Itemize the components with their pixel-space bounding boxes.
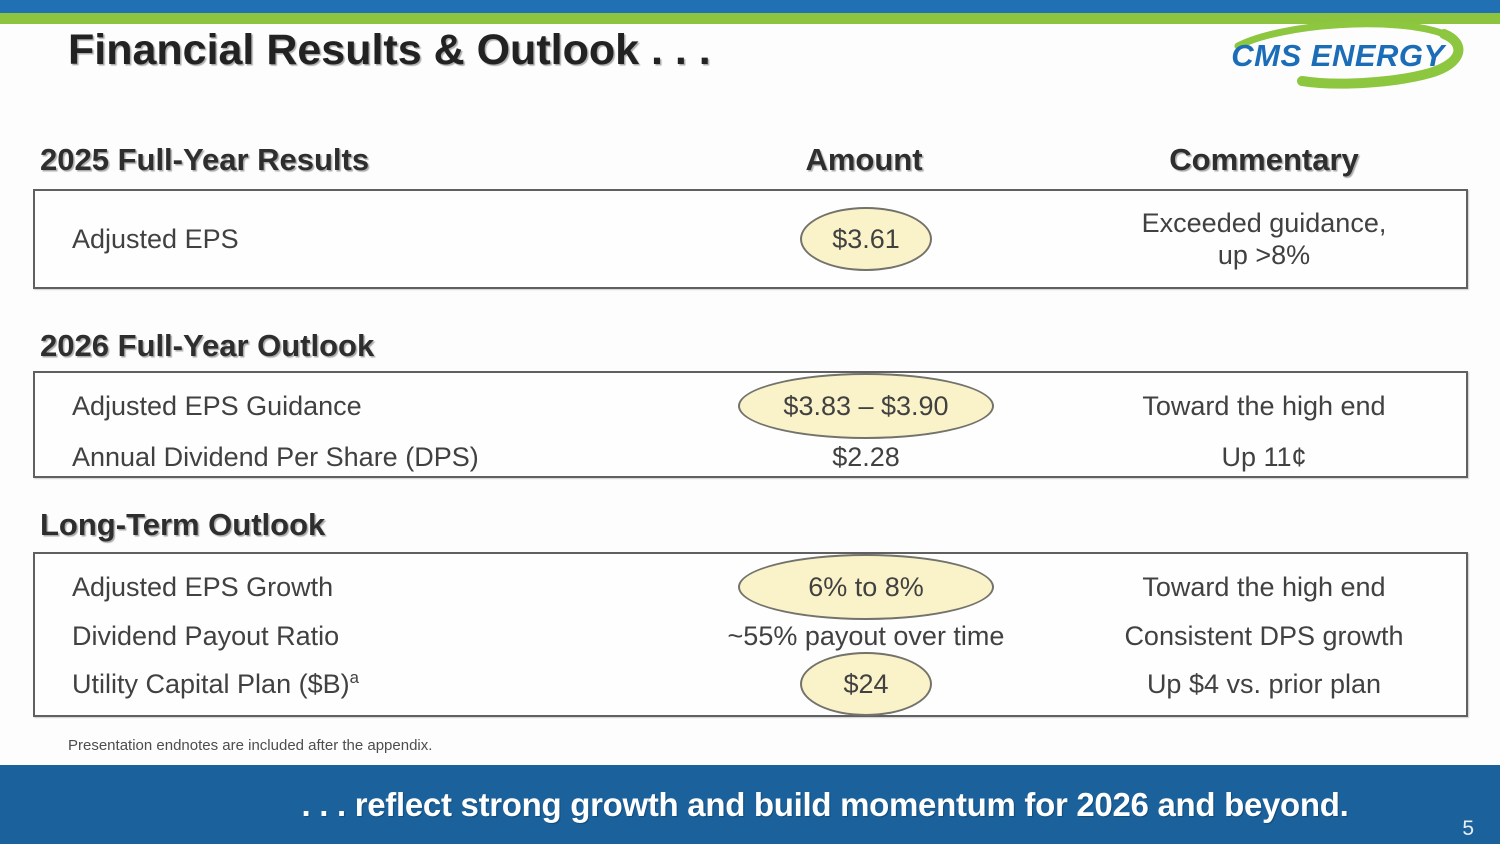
page-number: 5	[1462, 817, 1474, 840]
table-row: Utility Capital Plan ($B)a $24 Up $4 vs. p…	[35, 652, 1466, 717]
section-table: Adjusted EPS Guidance $3.83 – $3.90 Toward…	[33, 371, 1468, 478]
table-row: Adjusted EPS Growth 6% to 8% Toward the hi…	[35, 554, 1466, 620]
row-label: Adjusted EPS Guidance	[72, 390, 362, 421]
section-long-term-outlook: Long-Term Outlook Adjusted EPS Growth 6% …	[33, 497, 1468, 717]
row-label: Dividend Payout Ratio	[72, 620, 340, 651]
row-label: Annual Dividend Per Share (DPS)	[72, 442, 479, 472]
row-amount: $24	[670, 652, 1062, 717]
row-amount: $3.61	[670, 207, 1062, 271]
cms-energy-logo: CMS ENERGY	[1231, 20, 1464, 89]
highlight-ellipse: $3.83 – $3.90	[738, 373, 994, 439]
table-row: Annual Dividend Per Share (DPS) $2.28 Up 1…	[35, 439, 1466, 476]
table-row: Adjusted EPS $3.61 Exceeded guidance, up >…	[35, 191, 1466, 287]
column-header-commentary: Commentary	[1169, 141, 1359, 177]
table-row: Adjusted EPS Guidance $3.83 – $3.90 Toward…	[35, 373, 1466, 439]
row-amount: $3.83 – $3.90	[670, 373, 1062, 439]
logo-swoosh-right	[1297, 29, 1464, 89]
logo-swoosh-top	[1234, 20, 1448, 50]
row-commentary: Toward the high end	[1142, 390, 1386, 421]
section-2026-outlook: 2026 Full-Year Outlook Adjusted EPS Guid…	[33, 320, 1468, 478]
top-accent-bar-green	[0, 13, 1500, 24]
highlight-ellipse: 6% to 8%	[738, 554, 994, 620]
section-heading: 2025 Full-Year Results	[40, 141, 370, 177]
row-commentary: Up 11¢	[1221, 442, 1307, 473]
row-commentary: Toward the high end	[1142, 571, 1386, 602]
row-label: Adjusted EPS	[72, 223, 239, 254]
slide-title: Financial Results & Outlook . . .	[68, 26, 711, 74]
row-commentary: Exceeded guidance, up >8%	[1141, 207, 1387, 270]
row-commentary: Up $4 vs. prior plan	[1146, 669, 1382, 700]
row-label: Adjusted EPS Growth	[72, 571, 334, 602]
section-2025-results: 2025 Full-Year Results Amount Commentary…	[33, 130, 1468, 289]
section-heading: 2026 Full-Year Outlook	[40, 327, 375, 363]
section-table: Adjusted EPS Growth 6% to 8% Toward the hi…	[33, 552, 1468, 717]
highlight-ellipse: $24	[800, 652, 932, 717]
top-accent-bar-blue	[0, 0, 1500, 13]
row-amount: 6% to 8%	[670, 554, 1062, 620]
logo-wordmark: CMS ENERGY	[1231, 38, 1447, 73]
column-header-amount: Amount	[805, 141, 923, 177]
row-label: Utility Capital Plan ($B)a	[72, 667, 359, 699]
highlight-ellipse: $3.61	[800, 207, 932, 271]
row-commentary: Consistent DPS growth	[1124, 621, 1404, 651]
section-table: Adjusted EPS $3.61 Exceeded guidance, up >…	[33, 189, 1468, 289]
footnote: Presentation endnotes are included after…	[68, 737, 433, 754]
row-amount: $2.28	[832, 442, 900, 472]
bottom-banner: . . . reflect strong growth and build mo…	[0, 765, 1500, 844]
row-amount: ~55% payout over time	[727, 620, 1005, 651]
banner-text: . . . reflect strong growth and build mo…	[301, 785, 1349, 823]
table-row: Dividend Payout Ratio ~55% payout over ti…	[35, 620, 1466, 652]
section-heading: Long-Term Outlook	[40, 506, 326, 542]
